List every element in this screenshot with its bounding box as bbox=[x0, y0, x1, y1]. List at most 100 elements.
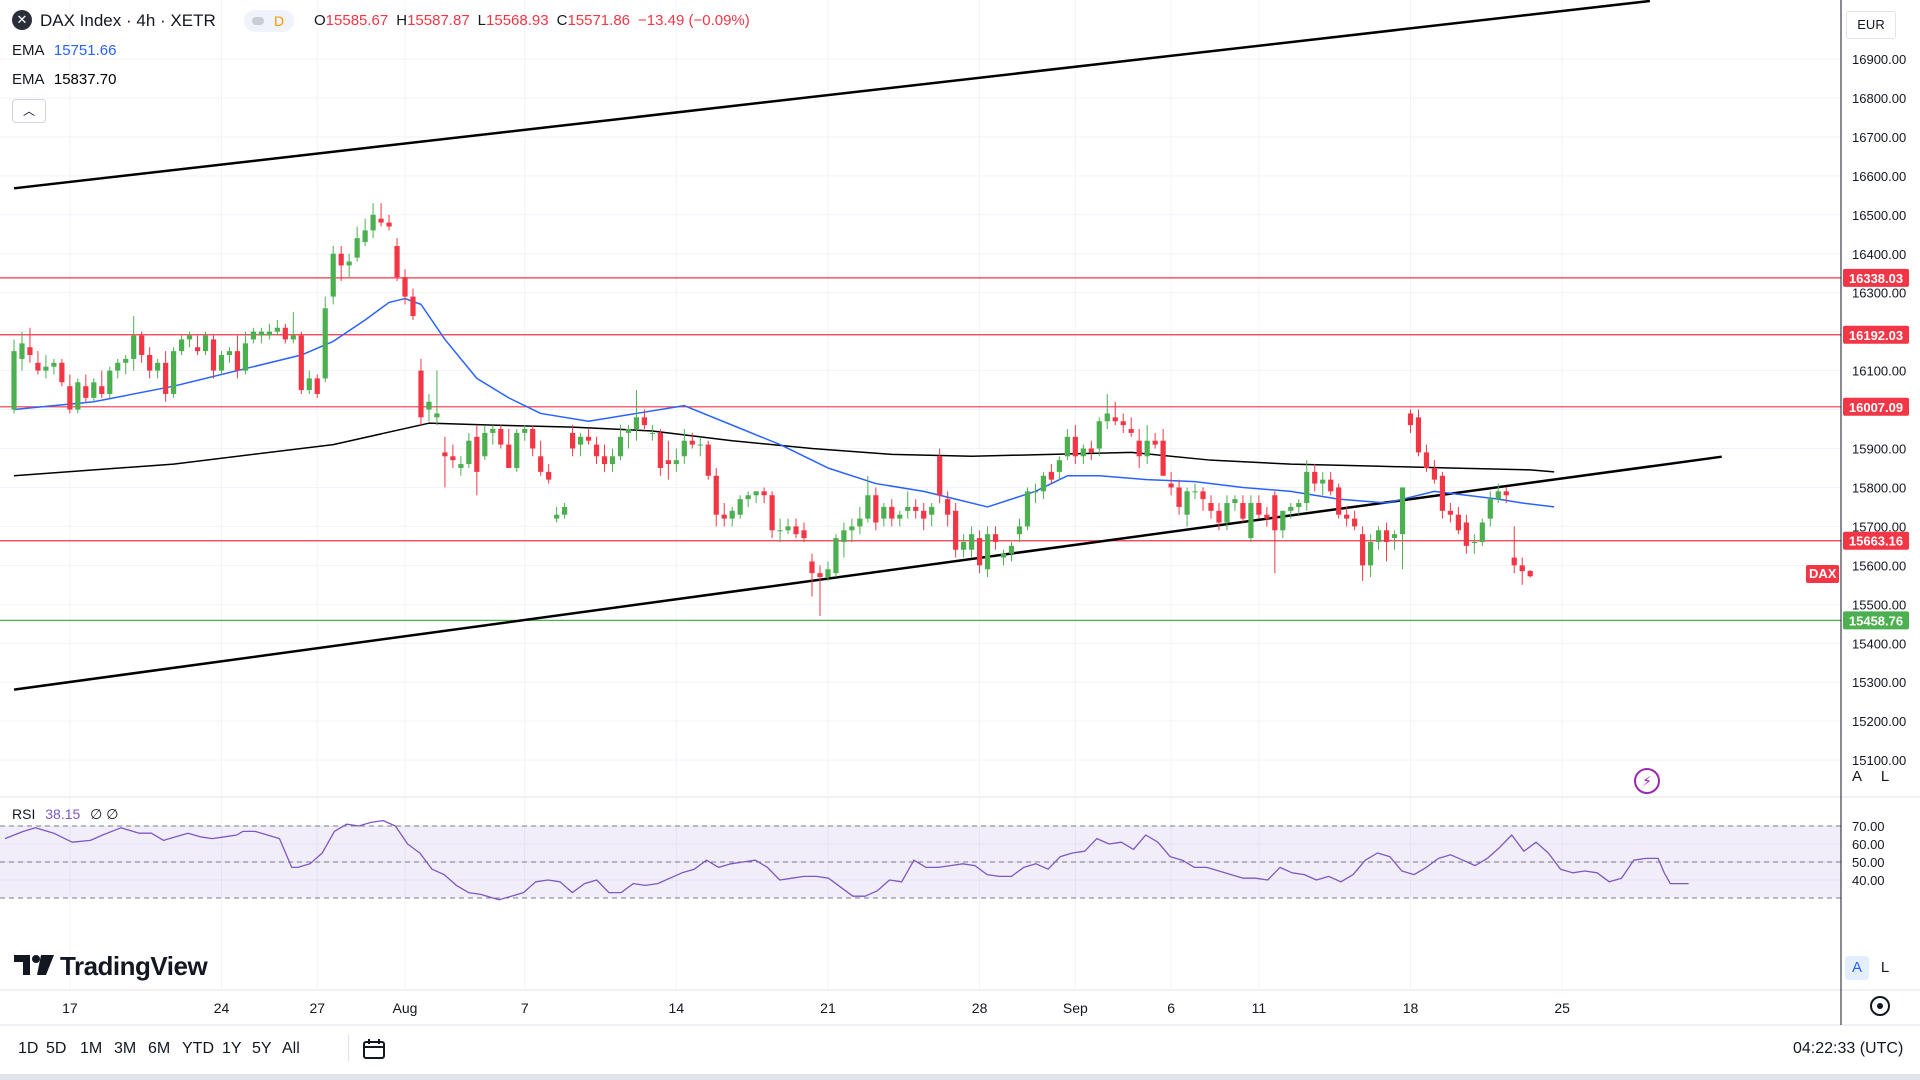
ohlc-value: 15585.67 bbox=[325, 12, 389, 29]
range-button-3m[interactable]: 3M bbox=[114, 1040, 137, 1057]
candle bbox=[585, 429, 592, 445]
price-tick-label: 15100.00 bbox=[1852, 753, 1906, 768]
candle-body bbox=[1248, 503, 1254, 539]
range-button-1m[interactable]: 1M bbox=[80, 1040, 103, 1057]
candle-body bbox=[1216, 510, 1222, 523]
candle bbox=[929, 503, 935, 527]
range-button-6m[interactable]: 6M bbox=[148, 1040, 171, 1057]
range-button-5y[interactable]: 5Y bbox=[252, 1040, 272, 1057]
candle-body bbox=[593, 444, 600, 457]
candle-body bbox=[91, 382, 97, 398]
rsi-log-scale-button[interactable]: L bbox=[1880, 959, 1890, 976]
ohlc-readout: O15585.67 H15587.87 L15568.93 C15571.86 −13.… bbox=[314, 12, 750, 29]
ema-slow-legend[interactable]: EMA 15837.70 bbox=[12, 71, 116, 88]
candle bbox=[1304, 460, 1310, 511]
candle-body bbox=[1407, 413, 1414, 426]
candle bbox=[617, 425, 624, 461]
candle bbox=[394, 238, 400, 282]
ema-fast-legend[interactable]: EMA 15751.66 bbox=[12, 42, 116, 59]
calendar-icon[interactable] bbox=[362, 1038, 386, 1060]
candle-body bbox=[1024, 491, 1031, 527]
time-tick-label: 27 bbox=[309, 1000, 325, 1016]
price-tick-label: 15500.00 bbox=[1852, 597, 1906, 612]
ema-fast-value: 15751.66 bbox=[53, 42, 117, 59]
candle bbox=[976, 530, 983, 574]
time-tick-label: 25 bbox=[1554, 1000, 1570, 1016]
candle-body bbox=[633, 417, 640, 430]
rsi-auto-scale-button[interactable]: A bbox=[1845, 956, 1869, 980]
candle-body bbox=[1344, 514, 1350, 519]
feed-pill[interactable]: D bbox=[244, 10, 294, 32]
candle bbox=[753, 491, 759, 504]
candle-body bbox=[1080, 448, 1086, 457]
candle-body bbox=[330, 253, 336, 297]
range-button-1d[interactable]: 1D bbox=[18, 1040, 39, 1057]
candle-body bbox=[905, 506, 911, 511]
candle bbox=[601, 444, 608, 472]
candle-body bbox=[59, 362, 65, 383]
candle-body bbox=[729, 510, 735, 519]
rsi-legend[interactable]: RSI 38.15 ∅ ∅ bbox=[12, 806, 118, 823]
candle-body bbox=[394, 245, 400, 278]
time-tick-label: 14 bbox=[669, 1000, 685, 1016]
candle bbox=[721, 503, 727, 527]
candle-body bbox=[913, 506, 919, 511]
settings-gear-icon[interactable] bbox=[1870, 996, 1890, 1016]
candle bbox=[1176, 479, 1182, 515]
candle-body bbox=[506, 444, 512, 468]
range-button-all[interactable]: All bbox=[282, 1040, 300, 1057]
range-button-ytd[interactable]: YTD bbox=[182, 1040, 214, 1057]
candle bbox=[992, 526, 999, 550]
candle bbox=[1519, 557, 1525, 585]
candle-body bbox=[825, 569, 831, 578]
collapse-legend-button[interactable]: ︿ bbox=[12, 99, 46, 123]
candle bbox=[593, 436, 600, 465]
price-label-box bbox=[1843, 397, 1909, 416]
candle-body bbox=[546, 471, 552, 480]
auto-scale-button[interactable]: A bbox=[1851, 768, 1862, 785]
price-tick-label: 16300.00 bbox=[1852, 286, 1906, 301]
candle-body bbox=[43, 366, 49, 371]
candle-body bbox=[1256, 503, 1262, 515]
candle-body bbox=[258, 331, 264, 336]
candle bbox=[530, 425, 536, 457]
range-button-5d[interactable]: 5D bbox=[46, 1040, 67, 1057]
ema-fast-line bbox=[13, 297, 1555, 508]
candle-body bbox=[857, 518, 863, 527]
ohlc-key: C bbox=[556, 12, 568, 29]
candle-body bbox=[1487, 499, 1493, 519]
candle bbox=[1048, 464, 1054, 484]
candle bbox=[609, 448, 616, 472]
candle bbox=[210, 335, 217, 379]
range-button-1y[interactable]: 1Y bbox=[222, 1040, 242, 1057]
rsi-label: RSI bbox=[12, 806, 36, 822]
candle bbox=[258, 327, 264, 344]
candle bbox=[362, 218, 368, 246]
ema-lines bbox=[13, 297, 1555, 508]
candle-body bbox=[937, 456, 943, 496]
candle-body bbox=[474, 436, 480, 472]
log-scale-button[interactable]: L bbox=[1880, 768, 1890, 785]
candle-body bbox=[1000, 553, 1007, 558]
price-label-text: 16192.03 bbox=[1849, 328, 1903, 343]
symbol-title[interactable]: DAX Index · 4h · XETR bbox=[40, 11, 216, 30]
candle bbox=[833, 534, 839, 578]
candle-body bbox=[186, 335, 193, 340]
currency-select[interactable]: EUR bbox=[1846, 11, 1896, 39]
candle-body bbox=[849, 526, 855, 531]
lightning-icon[interactable]: ⚡ bbox=[1634, 768, 1660, 794]
candle-body bbox=[1383, 530, 1390, 542]
candle bbox=[705, 440, 711, 480]
candle-body bbox=[450, 456, 456, 461]
candle-body bbox=[1224, 503, 1230, 523]
candle-body bbox=[897, 514, 903, 519]
clock-readout[interactable]: 04:22:33 (UTC) bbox=[1793, 1040, 1904, 1057]
candle bbox=[697, 436, 703, 457]
time-tick-label: 6 bbox=[1167, 1000, 1175, 1016]
candle-body bbox=[1232, 499, 1238, 504]
candle bbox=[1016, 518, 1023, 542]
candle-body bbox=[1312, 471, 1318, 484]
candle bbox=[482, 425, 488, 461]
candle bbox=[434, 370, 440, 426]
